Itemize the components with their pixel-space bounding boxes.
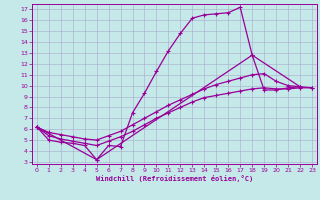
X-axis label: Windchill (Refroidissement éolien,°C): Windchill (Refroidissement éolien,°C) bbox=[96, 175, 253, 182]
